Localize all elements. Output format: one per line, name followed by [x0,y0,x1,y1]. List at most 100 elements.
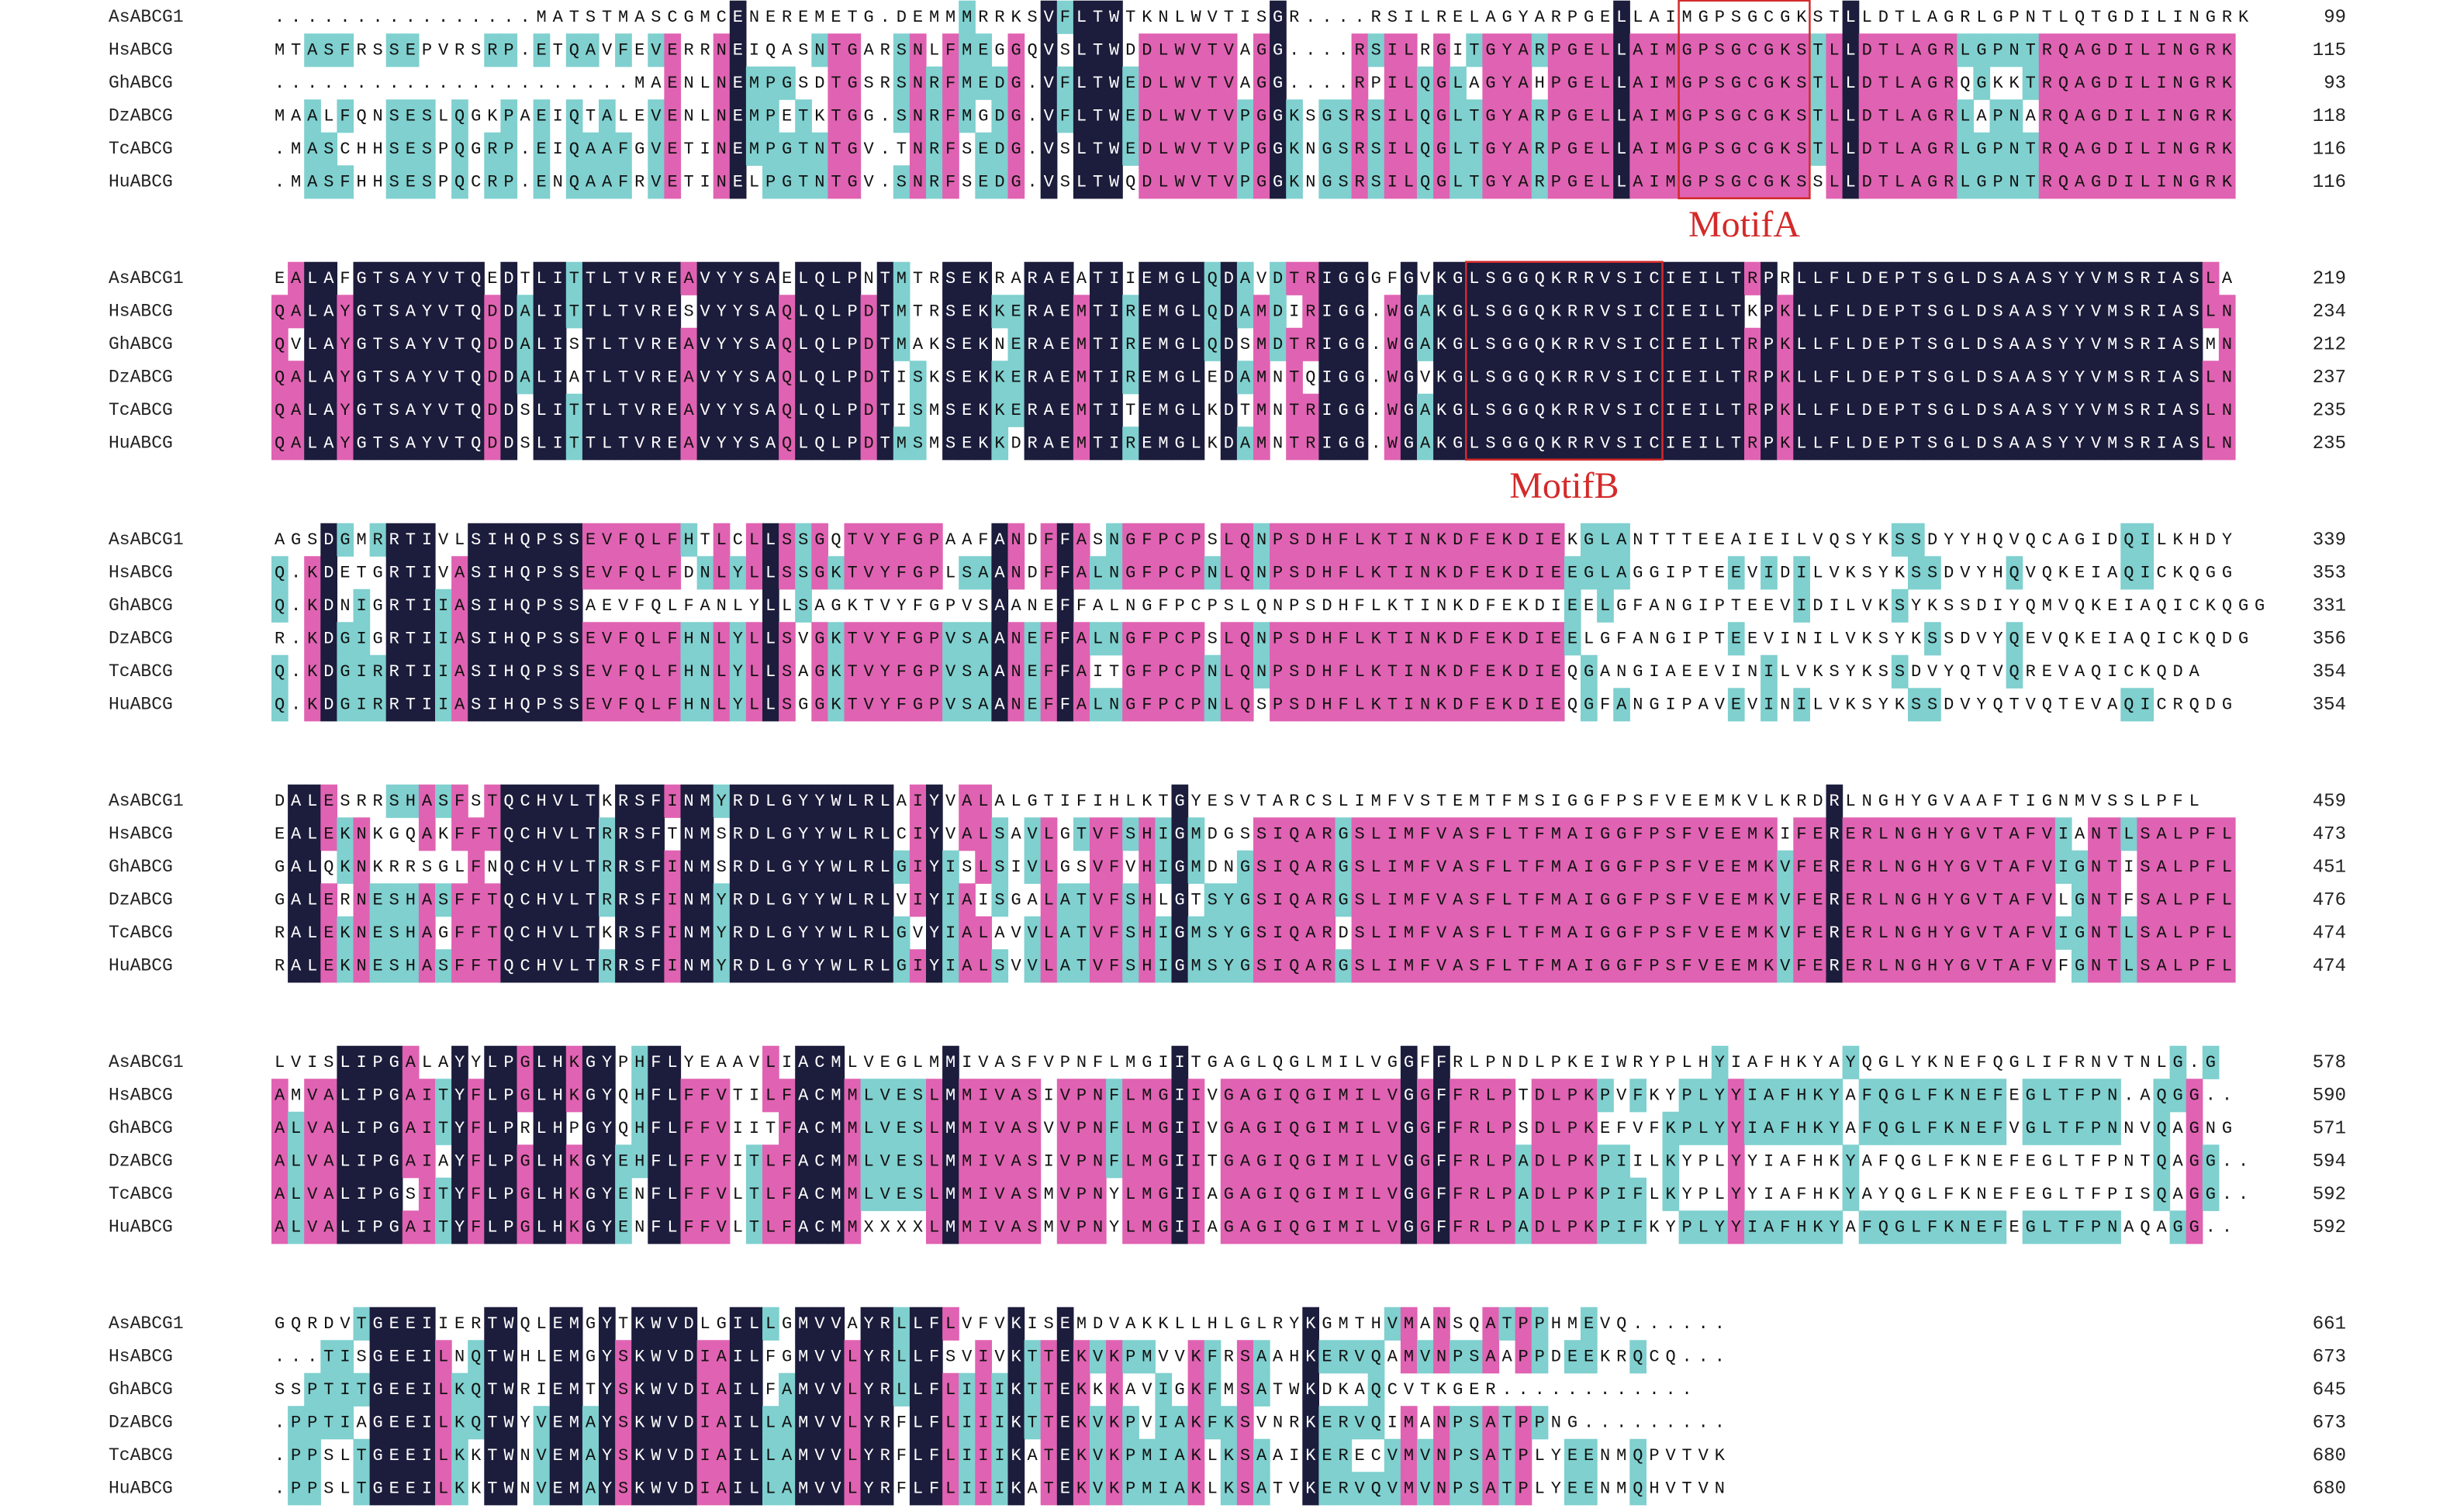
sequence-name: HsABCG [109,1347,173,1367]
residue-shade [1040,66,1058,100]
residue-shade [1629,66,1647,100]
residue-shade [1662,66,1680,100]
residue-shade [1842,33,1860,67]
residue-shade [1417,66,1434,100]
residue-shade [2072,66,2089,100]
residue-shade [1646,33,1664,67]
residue-count: 353 [2313,563,2346,584]
residue-shade [1761,33,1778,67]
residue-shade [1056,0,1074,34]
residue-shade [2137,33,2154,67]
sequence-name: DzABCG [109,1151,173,1172]
residue-shade [1547,66,1565,100]
residue-shade [729,66,747,100]
residue-shade [1564,33,1581,67]
residue-shade [1220,66,1238,100]
residue-shade [1187,66,1205,100]
residue-count: 645 [2313,1379,2346,1400]
residue-shade [1826,66,1843,100]
residue-shade [1007,66,1025,100]
residue-shade [1040,33,1058,67]
residue-shade [1073,0,1090,34]
residue-shade [1940,66,1958,100]
residue-shade [1777,66,1794,100]
residue-shade [1515,33,1532,67]
residue-shade [565,33,583,67]
residue-shade [1727,66,1745,100]
residue-shade [1367,33,1385,67]
residue-count: 118 [2313,106,2346,127]
residue-shade [1809,33,1827,67]
residue-count: 474 [2313,956,2346,977]
sequence-name: AsABCG1 [109,530,184,550]
residue-count: 590 [2313,1086,2346,1106]
residue-shade [1253,33,1270,67]
residue-shade [615,33,632,67]
residue-shade [1090,33,1107,67]
residue-count: 571 [2313,1118,2346,1139]
residue-shade [1450,66,1467,100]
residue-shade [1957,33,1974,67]
residue-count: 99 [2324,7,2346,28]
residue-shade [533,33,551,67]
sequence-name: GhABCG [109,73,173,93]
residue-shade [500,33,518,67]
sequence-name: GhABCG [109,1118,173,1138]
sequence-name: HsABCG [109,1086,173,1106]
residue-shade [2104,33,2121,67]
residue-shade [844,33,862,67]
residue-shade [1646,66,1664,100]
residue-count: 594 [2313,1151,2346,1172]
residue-shade [1171,33,1189,67]
sequence-name: TcABCG [109,139,173,159]
residue-shade [1351,66,1369,100]
alignment-block: AsABCG1 G Q R D V T G E E I I E R T W Q L E M G Y T K W V D L G I L L G M… [109,1307,2346,1506]
residue-shade [844,66,862,100]
residue-count: 219 [2313,268,2346,289]
residue-count: 356 [2313,629,2346,650]
residue-shade [2072,33,2089,67]
residue-shade [1761,66,1778,100]
alignment-block: AsABCG1 A G S D G M R R T I V L S I H Q P S S E V F Q L F H T L C L L S S… [109,523,2346,722]
residue-shade [1547,33,1565,67]
residue-shade [1777,33,1794,67]
sequence-name: AsABCG1 [109,791,184,811]
sequence-name: DzABCG [109,368,173,388]
residue-shade [893,66,911,100]
residue-shade [1155,33,1173,67]
sequence-name: AsABCG1 [109,7,184,27]
sequence-name: TcABCG [109,923,173,943]
residue-shade [1433,33,1450,67]
residue-shade [2153,33,2171,67]
residue-shade [1253,66,1270,100]
residue-shade [1400,33,1418,67]
residue-shade [1678,33,1696,67]
sequence-name: HuABCG [109,695,173,715]
residue-shade [893,33,911,67]
residue-shade [1711,33,1729,67]
residue-shade [1793,33,1810,67]
residue-shade [1891,66,1909,100]
sequence-name: HuABCG [109,172,173,192]
residue-shade [1270,0,1287,34]
residue-shade [1498,33,1516,67]
residue-shade [1466,33,1483,67]
residue-shade [1515,66,1532,100]
residue-shade [1384,66,1401,100]
residue-shade [1122,66,1139,100]
residue-shade [1842,66,1860,100]
residue-shade [1351,33,1369,67]
sequence-name: AsABCG1 [109,268,184,288]
residue-shade [1662,33,1680,67]
residue-shade [991,66,1009,100]
residue-shade [1924,66,1941,100]
residue-shade [664,66,682,100]
residue-shade [1400,66,1418,100]
